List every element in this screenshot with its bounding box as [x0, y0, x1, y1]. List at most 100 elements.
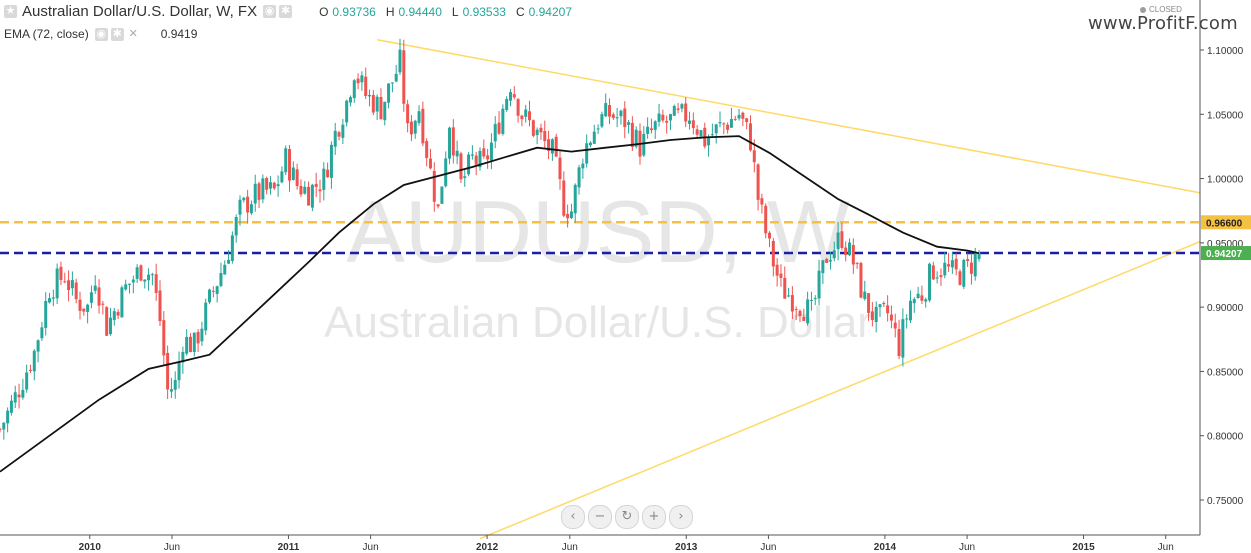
candle — [394, 65, 398, 83]
candle — [710, 123, 714, 137]
candle-body — [768, 232, 772, 239]
zoom-out-icon[interactable]: − — [588, 505, 612, 529]
candle-body — [74, 282, 78, 300]
candle-body — [288, 149, 292, 181]
candle-body — [348, 97, 352, 103]
candle-body — [55, 268, 59, 299]
candle — [508, 88, 512, 107]
candle-body — [124, 284, 128, 290]
candle-body — [379, 96, 383, 120]
candle-body — [729, 119, 733, 128]
candle — [748, 115, 752, 152]
gear-icon[interactable]: ✱ — [110, 26, 124, 41]
candle-body — [436, 204, 440, 207]
candle — [649, 118, 653, 134]
candle — [600, 111, 604, 129]
candle-body — [665, 120, 669, 123]
candle — [497, 111, 501, 135]
candle-body — [935, 277, 939, 279]
candle-body — [356, 78, 360, 84]
candle — [390, 82, 394, 93]
candle-body — [162, 320, 166, 356]
candle-body — [508, 92, 512, 101]
eye-icon[interactable]: ◉ — [94, 26, 108, 41]
star-icon[interactable]: ★ — [4, 4, 17, 18]
x-tick-label: 2014 — [874, 542, 897, 553]
candle — [741, 111, 745, 127]
candle — [230, 231, 234, 264]
candle-body — [402, 50, 406, 104]
zoom-in-icon[interactable]: + — [642, 505, 666, 529]
candle-body — [882, 302, 886, 305]
candle — [893, 313, 897, 338]
candle-body — [169, 389, 173, 392]
candle — [227, 249, 231, 264]
symbol-title[interactable]: Australian Dollar/U.S. Dollar, W, FX — [22, 3, 258, 20]
candle — [120, 285, 124, 318]
candle-body — [150, 274, 154, 276]
close-icon[interactable]: ✕ — [128, 26, 138, 40]
candle-body — [314, 183, 318, 187]
candle — [326, 162, 330, 178]
candle — [535, 127, 539, 145]
candle — [486, 148, 490, 169]
candle-body — [535, 129, 539, 136]
candle-body — [200, 328, 204, 342]
candle — [729, 107, 733, 128]
candle — [874, 301, 878, 333]
chevron-left-icon[interactable]: ‹ — [561, 505, 585, 529]
candle-body — [474, 155, 478, 165]
candle — [86, 303, 90, 324]
candle-body — [798, 310, 802, 317]
candle — [569, 203, 573, 220]
candle-body — [585, 143, 589, 164]
candle-body — [516, 99, 520, 116]
candle — [840, 222, 844, 251]
candle-body — [943, 262, 947, 276]
candle — [318, 179, 322, 203]
candle-body — [550, 139, 554, 154]
candle-body — [489, 142, 493, 161]
chevron-right-icon[interactable]: › — [669, 505, 693, 529]
candle-body — [958, 271, 962, 285]
candle-body — [67, 280, 71, 291]
candle — [89, 285, 93, 309]
eye-icon[interactable]: ◉ — [263, 4, 277, 18]
low-label: L — [451, 4, 459, 19]
candle-body — [630, 122, 634, 148]
candle — [768, 231, 772, 248]
candle-body — [425, 141, 429, 159]
reset-icon[interactable]: ↻ — [615, 505, 639, 529]
candle-body — [329, 144, 333, 178]
candle — [242, 196, 246, 203]
candle — [63, 272, 67, 284]
candle-body — [322, 168, 326, 190]
candle — [291, 161, 295, 181]
descending-trendline — [377, 38, 1201, 194]
candle-body — [588, 142, 592, 146]
candle-body — [867, 293, 871, 313]
candle — [733, 115, 737, 121]
candle-body — [246, 196, 250, 213]
candle-body — [779, 273, 783, 278]
candle-body — [543, 131, 547, 142]
candle-body — [977, 253, 981, 260]
candle-body — [912, 299, 916, 304]
gear-icon[interactable]: ✱ — [279, 4, 293, 18]
candle-body — [291, 167, 295, 180]
candle-body — [284, 148, 288, 173]
candle — [642, 125, 646, 157]
candle-body — [581, 163, 585, 169]
candle-body — [6, 410, 10, 424]
indicator-label[interactable]: EMA (72, close) — [4, 27, 89, 41]
candle-body — [268, 182, 272, 189]
candle — [322, 162, 326, 201]
candle-body — [924, 299, 928, 302]
candle-body — [611, 114, 615, 118]
candle — [154, 263, 158, 301]
candle-body — [272, 182, 276, 189]
candle-body — [905, 318, 909, 320]
candle-body — [547, 139, 551, 151]
candle — [299, 179, 303, 197]
